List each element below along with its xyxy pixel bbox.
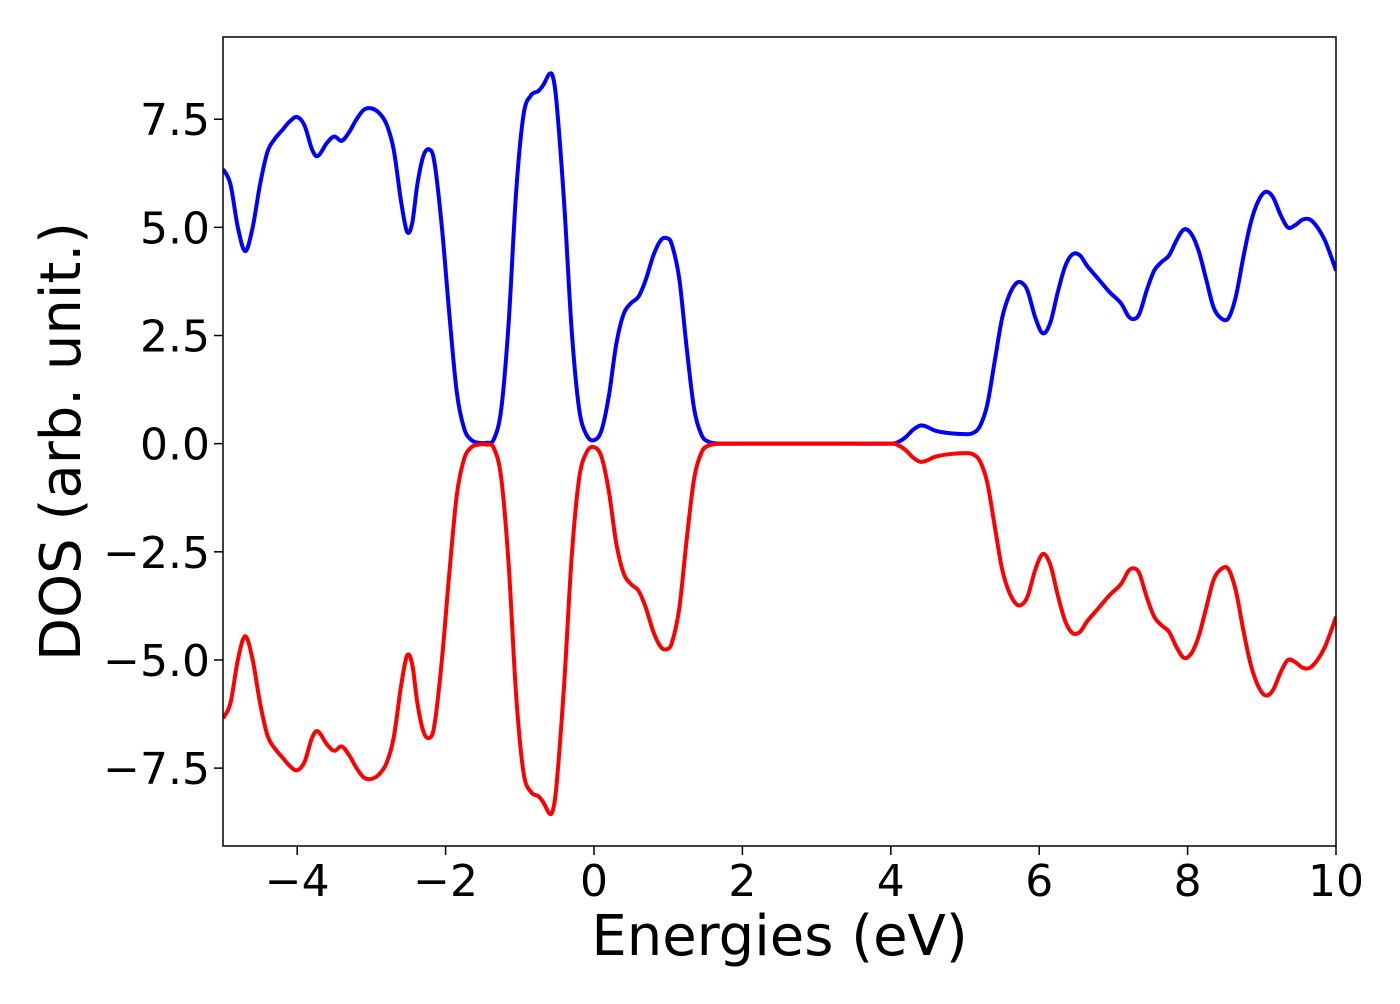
dos-series-line-0 [223, 71, 1336, 446]
x-tick-label: 4 [877, 856, 905, 907]
x-axis-label: Energies (eV) [591, 904, 967, 969]
y-tick-label: 0.0 [140, 420, 210, 471]
x-tick-label: −4 [265, 856, 330, 907]
series-layer [223, 71, 1336, 817]
y-tick-label: −7.5 [103, 744, 210, 795]
y-tick-label: 5.0 [140, 203, 210, 254]
dos-series-line-1 [223, 441, 1336, 817]
x-axis-ticks: −4 −2 0 2 4 6 8 10 [265, 846, 1364, 907]
x-tick-label: 10 [1308, 856, 1364, 907]
y-tick-label: 7.5 [140, 95, 210, 146]
x-tick-label: 6 [1025, 856, 1053, 907]
x-tick-label: 2 [728, 856, 756, 907]
x-tick-label: −2 [413, 856, 478, 907]
y-tick-label: −2.5 [103, 528, 210, 579]
x-tick-label: 8 [1174, 856, 1202, 907]
x-tick-label: 0 [580, 856, 608, 907]
y-axis-label: DOS (arb. unit.) [29, 222, 94, 661]
y-tick-label: 2.5 [140, 312, 210, 363]
y-tick-label: −5.0 [103, 636, 210, 687]
y-axis-ticks: −7.5 −5.0 −2.5 0.0 2.5 5.0 7.5 [103, 95, 223, 795]
plot-frame [222, 36, 1337, 847]
